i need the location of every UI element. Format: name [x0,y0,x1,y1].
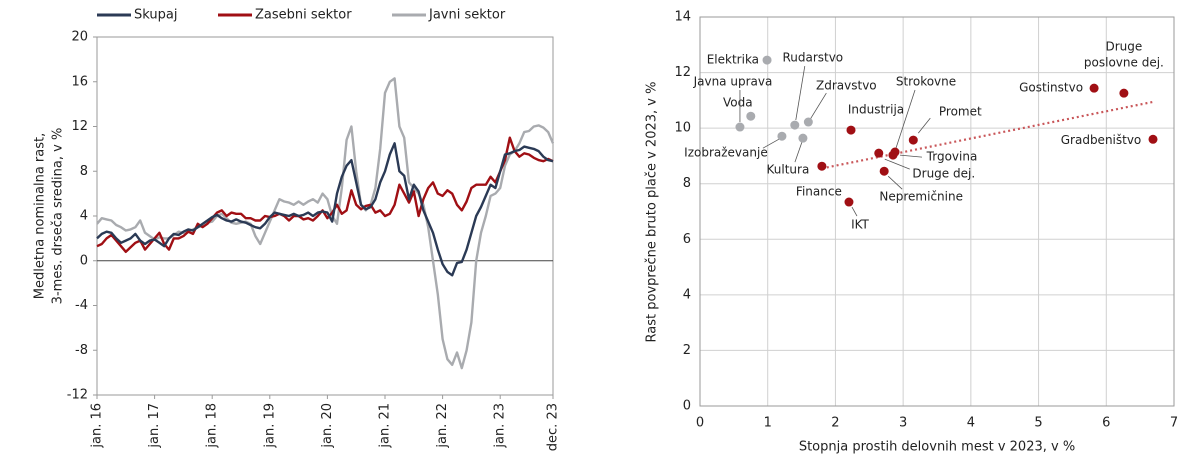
point [817,161,827,171]
x-tick-label: 6 [1102,416,1110,431]
point [1089,83,1099,93]
y-tick-label: 4 [80,209,88,224]
x-tick-label: 7 [1170,416,1178,431]
point [1148,134,1158,144]
point [874,148,884,158]
leader-line [899,154,923,158]
point [879,166,889,176]
point-label: Strokovne [896,75,956,89]
series-line [96,136,554,254]
point-label: Gostinstvo [1019,81,1083,95]
x-tick-label: 3 [899,416,907,431]
series-line [96,77,555,370]
x-tick-label: jan. 23 [493,403,508,449]
y-tick-label: 12 [674,65,691,80]
y-tick-label: -8 [75,343,88,358]
point-label: Finance [796,185,842,199]
y-tick-label: 16 [71,74,88,89]
point-label: Gradbeništvo [1061,133,1142,147]
point [803,117,813,127]
legend-label: Zasebni sektor [255,8,352,23]
point [790,120,800,130]
leader-line [810,92,827,120]
point-label: Promet [939,105,982,119]
point-label: Izobraževanje [684,146,768,160]
x-tick-label: 2 [831,416,839,431]
leader-line [884,158,910,170]
point-label: Trgovina [926,150,978,164]
y-tick-label: 2 [683,343,691,358]
point-label: Rudarstvo [782,51,843,65]
leader-line [917,117,931,134]
y-tick-label: 14 [674,10,691,25]
y-tick-label: -12 [67,388,88,403]
y-tick-label: 10 [674,121,691,136]
y-axis-label: Medletna nominalna rast, [33,133,48,299]
leader-line [794,142,803,163]
x-tick-label: dec. 23 [546,403,561,451]
x-tick-label: 0 [696,416,704,431]
point-label: poslovne dej. [1084,56,1164,70]
point [908,135,918,145]
x-tick-label: jan. 22 [435,403,450,449]
x-tick-label: jan. 17 [147,403,162,449]
point-label: IKT [851,218,869,232]
y-tick-label: 0 [80,253,88,268]
x-tick-label: jan. 21 [378,403,393,449]
leader-line [851,206,858,217]
point-label: Kultura [767,163,810,177]
y-tick-label: 8 [80,164,88,179]
leader-line [895,89,916,149]
y-tick-label: 0 [683,399,691,414]
point [888,150,898,160]
point [1119,88,1129,98]
series-line [96,142,554,277]
point-label: Industrija [848,103,904,117]
point [762,55,772,65]
x-tick-label: jan. 20 [320,403,335,449]
point [777,131,787,141]
leader-line [887,175,903,190]
x-tick-label: jan. 19 [262,403,277,449]
x-tick-label: 1 [764,416,772,431]
point-label: Nepremičnine [879,190,963,204]
leader-line [795,66,806,121]
x-tick-label: jan. 18 [205,403,220,449]
x-tick-label: jan. 16 [90,403,105,449]
point-label: Elektrika [707,53,759,67]
point [798,133,808,143]
legend-label: Skupaj [134,8,177,23]
leader-line [762,138,780,149]
y-tick-label: 4 [683,287,691,302]
y-tick-label: 6 [683,232,691,247]
legend-label: Javni sektor [428,8,506,23]
point-label: Druge [1106,40,1143,54]
x-tick-label: 5 [1034,416,1042,431]
y-tick-label: -4 [75,298,88,313]
point [746,111,756,121]
x-axis-label: Stopnja prostih delovnih mest v 2023, v … [799,440,1075,455]
point [735,122,745,132]
y-tick-label: 12 [71,119,88,134]
y-tick-label: 8 [683,176,691,191]
point-label: Druge dej. [912,167,975,181]
point-label: Javna uprava [693,75,773,89]
point [844,197,854,207]
y-axis-label: Rast povprečne bruto plače v 2023, v % [645,82,660,343]
plot-frame [699,16,1175,407]
point-label: Voda [723,96,753,110]
y-tick-label: 20 [71,30,88,45]
y-axis-label: 3-mes. drseča sredina, v % [51,128,66,305]
x-tick-label: 4 [967,416,975,431]
point-label: Zdravstvo [816,79,877,93]
point [846,125,856,135]
